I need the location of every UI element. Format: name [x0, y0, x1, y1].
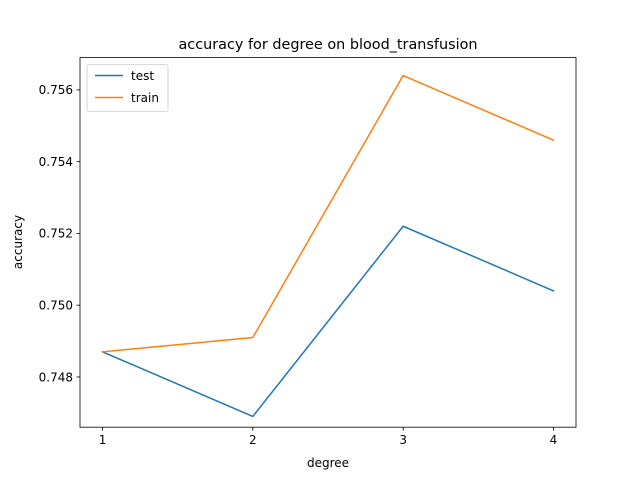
x-tick-label: 3: [399, 433, 407, 447]
x-axis-label: degree: [307, 456, 349, 470]
x-axis-ticks: 1 2 3 4: [99, 427, 558, 447]
y-tick-label: 0.748: [39, 370, 73, 384]
series-layer: [101, 74, 555, 418]
legend-frame: [86, 64, 169, 112]
legend-items: test train: [95, 69, 159, 105]
chart-title: accuracy for degree on blood_transfusion: [178, 37, 477, 53]
series-line-train: [101, 74, 555, 353]
series-line-test: [101, 225, 555, 418]
y-tick-label: 0.752: [39, 227, 73, 241]
y-axis-label: accuracy: [11, 215, 25, 269]
y-tick-label: 0.756: [39, 83, 73, 97]
legend-label-train: train: [131, 91, 159, 105]
y-axis-ticks: 0.748 0.750 0.752 0.754 0.756: [39, 83, 80, 384]
legend: test train: [86, 64, 169, 112]
legend-label-test: test: [131, 69, 154, 83]
y-tick-label: 0.754: [39, 155, 73, 169]
y-tick-label: 0.750: [39, 298, 73, 312]
x-tick-label: 2: [249, 433, 257, 447]
x-tick-label: 4: [550, 433, 558, 447]
plot-frame: [79, 57, 577, 428]
x-tick-label: 1: [99, 433, 107, 447]
